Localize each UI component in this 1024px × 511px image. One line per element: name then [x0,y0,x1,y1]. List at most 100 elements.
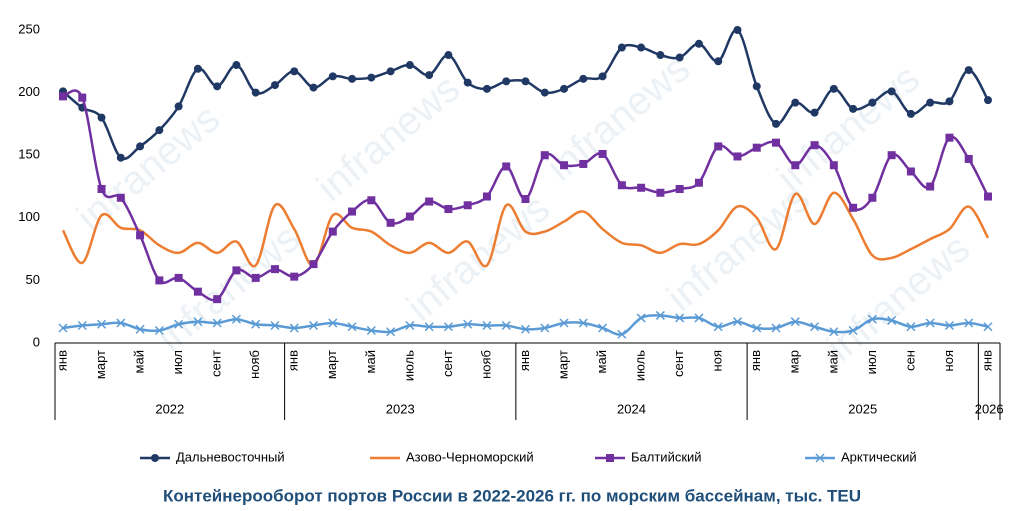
data-point [906,109,915,118]
data-point [771,323,781,333]
data-point [849,104,858,113]
data-point [347,322,357,332]
data-point [733,26,742,34]
data-point [714,57,723,66]
y-tick-label: 0 [33,334,40,349]
data-point [386,327,396,337]
data-point [617,181,626,190]
data-point [598,323,608,333]
data-point [116,153,125,162]
data-point [270,81,279,90]
data-point [155,126,164,135]
y-tick-label: 100 [18,209,40,224]
data-point [694,39,703,48]
data-point [829,84,838,93]
x-tick-label: сент [440,350,455,377]
data-point [97,319,107,329]
data-point [482,84,491,93]
data-point [193,287,202,296]
year-label: 2025 [848,401,877,416]
series-line [61,191,990,268]
data-point [559,318,569,328]
legend-label: Арктический [841,449,917,464]
data-point [540,151,549,160]
data-point [270,320,280,331]
data-point [251,319,261,329]
chart-title: Контейнерооборот портов России в 2022-20… [163,486,861,505]
data-point [501,320,511,331]
data-point [984,192,992,201]
watermark: infranews [819,226,978,370]
data-point [867,314,877,324]
data-point [964,66,973,75]
data-point [425,197,434,206]
data-point [213,82,222,91]
data-point [348,207,357,216]
year-label: 2022 [155,401,184,416]
data-point [868,193,877,202]
data-point [656,51,665,60]
data-point [984,96,992,105]
year-label: 2026 [975,401,1004,416]
data-point [560,84,569,93]
x-tick-label: сен [902,350,917,371]
data-point [752,82,761,91]
y-tick-label: 50 [26,272,40,287]
data-point [232,61,241,70]
x-tick-label: янв [748,350,763,371]
data-point [694,313,704,323]
data-point [97,185,106,194]
data-point [231,314,241,324]
data-point [174,319,184,329]
data-point [328,72,337,81]
data-point [424,322,434,332]
x-tick-label: май [594,350,609,373]
data-point [463,78,472,87]
data-point [116,193,125,202]
data-point [193,317,203,327]
y-tick-label: 250 [18,21,40,36]
data-point [463,319,473,329]
data-point [290,67,299,76]
data-point [405,61,414,70]
data-point [791,161,800,170]
data-point [810,322,820,332]
data-point [540,323,550,333]
data-point [849,203,858,212]
data-point [443,322,453,332]
data-point [578,318,588,328]
x-tick-label: янв [517,350,532,371]
data-point [887,315,897,325]
x-tick-label: янв [979,350,994,371]
legend-marker [151,454,159,462]
data-point [713,322,723,332]
data-point [617,43,626,52]
data-point [945,97,954,106]
data-point [637,183,646,192]
data-point [521,195,530,204]
y-tick-label: 150 [18,147,40,162]
data-point [367,73,376,82]
data-point [502,162,511,171]
data-point [926,98,935,107]
data-point [598,149,607,158]
data-point [579,159,588,168]
data-point [174,102,183,111]
x-tick-label: ноя [710,350,725,371]
data-point [59,92,67,101]
data-point [213,295,222,304]
data-point [791,98,800,107]
x-tick-label: июль [633,350,648,381]
data-point [540,88,549,97]
watermark: infranews [659,176,818,320]
data-point [78,93,87,102]
x-tick-label: ноя [941,350,956,371]
legend-label: Балтийский [631,449,702,464]
data-point [482,192,491,201]
data-point [887,87,896,96]
data-point [636,313,646,323]
data-point [289,323,299,333]
data-point [154,325,164,336]
watermark: infranews [309,66,468,210]
